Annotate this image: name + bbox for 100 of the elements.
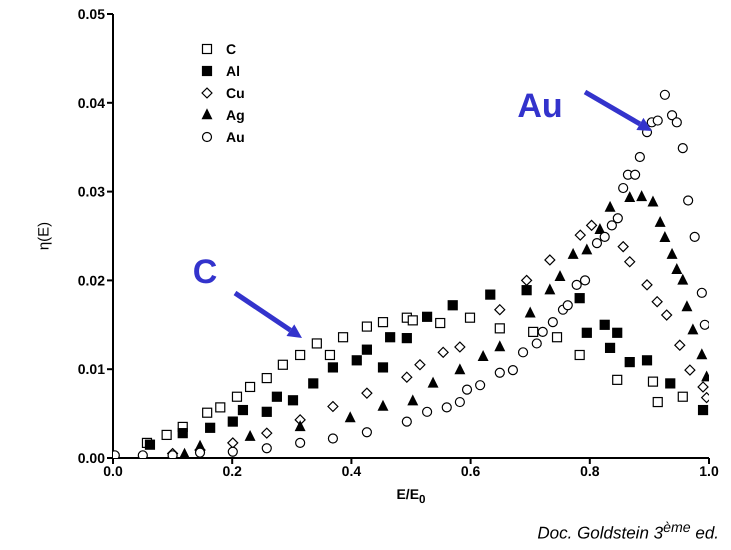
- point: [688, 324, 698, 334]
- point: [612, 213, 623, 224]
- point: [324, 350, 336, 360]
- point: [508, 364, 518, 376]
- x-tick-label: 1.0: [699, 462, 719, 479]
- point: [661, 309, 672, 321]
- point: [328, 433, 338, 444]
- point: [435, 318, 446, 328]
- point: [636, 190, 647, 202]
- point: [604, 202, 616, 212]
- point: [362, 344, 372, 355]
- point: [179, 448, 190, 458]
- point: [652, 296, 663, 308]
- point: [612, 374, 622, 385]
- x-axis-title: E/E$_{0}$: [395, 486, 427, 506]
- point: [630, 170, 640, 180]
- point: [678, 142, 688, 154]
- point: [700, 320, 709, 330]
- point: [641, 279, 653, 290]
- point: [361, 388, 372, 399]
- point: [438, 346, 449, 358]
- point: [144, 440, 156, 450]
- point: [568, 248, 578, 259]
- point: [580, 275, 590, 286]
- point: [666, 110, 678, 120]
- point: [582, 328, 592, 338]
- point: [295, 420, 306, 432]
- text: Doc. Goldstein 3$^{ème}$ ed.: [537, 520, 719, 544]
- point: [600, 232, 610, 242]
- point: [604, 342, 616, 353]
- x-tick-label: 0.8: [580, 462, 600, 479]
- point: [582, 244, 592, 254]
- point: [378, 400, 388, 411]
- point: [554, 270, 566, 282]
- point: [666, 248, 678, 259]
- y-tick-label: 0.02: [78, 272, 106, 288]
- point: [683, 195, 694, 206]
- point: [538, 326, 548, 338]
- point: [518, 347, 528, 358]
- point: [652, 396, 663, 408]
- point: [586, 220, 598, 231]
- point: [544, 284, 555, 294]
- point: [696, 288, 707, 298]
- point: [574, 293, 585, 304]
- point: [678, 274, 688, 285]
- point: [562, 300, 573, 310]
- point: [552, 332, 562, 342]
- point: [698, 404, 708, 416]
- y-tick-label: 0.03: [78, 184, 106, 200]
- legend-label: C: [226, 40, 236, 59]
- point: [690, 232, 700, 242]
- point: [261, 428, 272, 439]
- point: [162, 430, 172, 440]
- point: [345, 412, 356, 422]
- point: [448, 300, 458, 310]
- point: [600, 320, 610, 330]
- point: [521, 274, 532, 286]
- annotation: C: [192, 253, 218, 291]
- point: [408, 315, 418, 326]
- point: [362, 427, 372, 438]
- point: [401, 372, 412, 383]
- point: [697, 381, 709, 393]
- point: [244, 430, 256, 441]
- point: [428, 377, 438, 388]
- point: [378, 362, 388, 373]
- point: [478, 350, 488, 361]
- point: [278, 360, 288, 370]
- point: [528, 326, 538, 338]
- point: [262, 406, 272, 417]
- point: [228, 416, 238, 427]
- point: [378, 317, 388, 328]
- x-tick-label: 0.2: [222, 462, 242, 479]
- point: [618, 241, 629, 252]
- point: [652, 115, 663, 126]
- point: [672, 264, 682, 274]
- x-tick-label: 0.0: [103, 462, 123, 479]
- point: [660, 232, 670, 242]
- point: [328, 362, 338, 373]
- point: [402, 333, 412, 344]
- point: [385, 332, 396, 342]
- point: [352, 355, 362, 366]
- point: [485, 290, 496, 300]
- point: [572, 280, 582, 290]
- point: [205, 422, 216, 433]
- point: [660, 90, 670, 100]
- point: [592, 238, 602, 248]
- legend-label: Al: [226, 62, 240, 81]
- point: [295, 438, 306, 448]
- point: [696, 348, 707, 360]
- point: [272, 392, 282, 402]
- point: [178, 428, 188, 438]
- point: [295, 350, 306, 360]
- point: [228, 446, 238, 457]
- point: [594, 224, 606, 234]
- point: [655, 216, 666, 227]
- point: [678, 392, 688, 402]
- annotation: Au: [517, 87, 563, 125]
- point: [674, 340, 686, 351]
- y-axis-title: η(E): [35, 222, 52, 250]
- point: [494, 368, 505, 378]
